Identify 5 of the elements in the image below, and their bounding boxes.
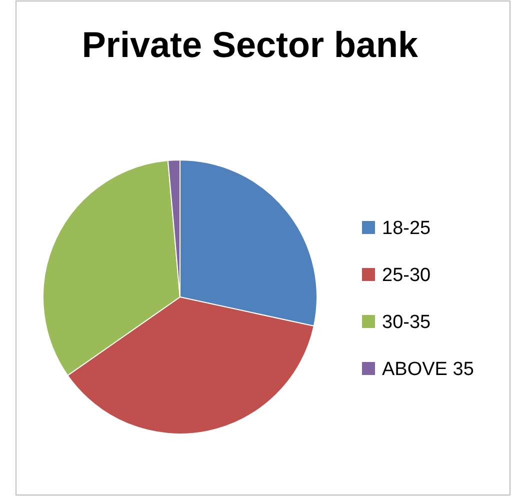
legend-label: ABOVE 35 bbox=[382, 359, 474, 380]
chart-title: Private Sector bank bbox=[82, 24, 420, 65]
legend-label: 18-25 bbox=[382, 218, 431, 239]
legend-label: 25-30 bbox=[382, 265, 431, 286]
legend-label: 30-35 bbox=[382, 312, 431, 333]
